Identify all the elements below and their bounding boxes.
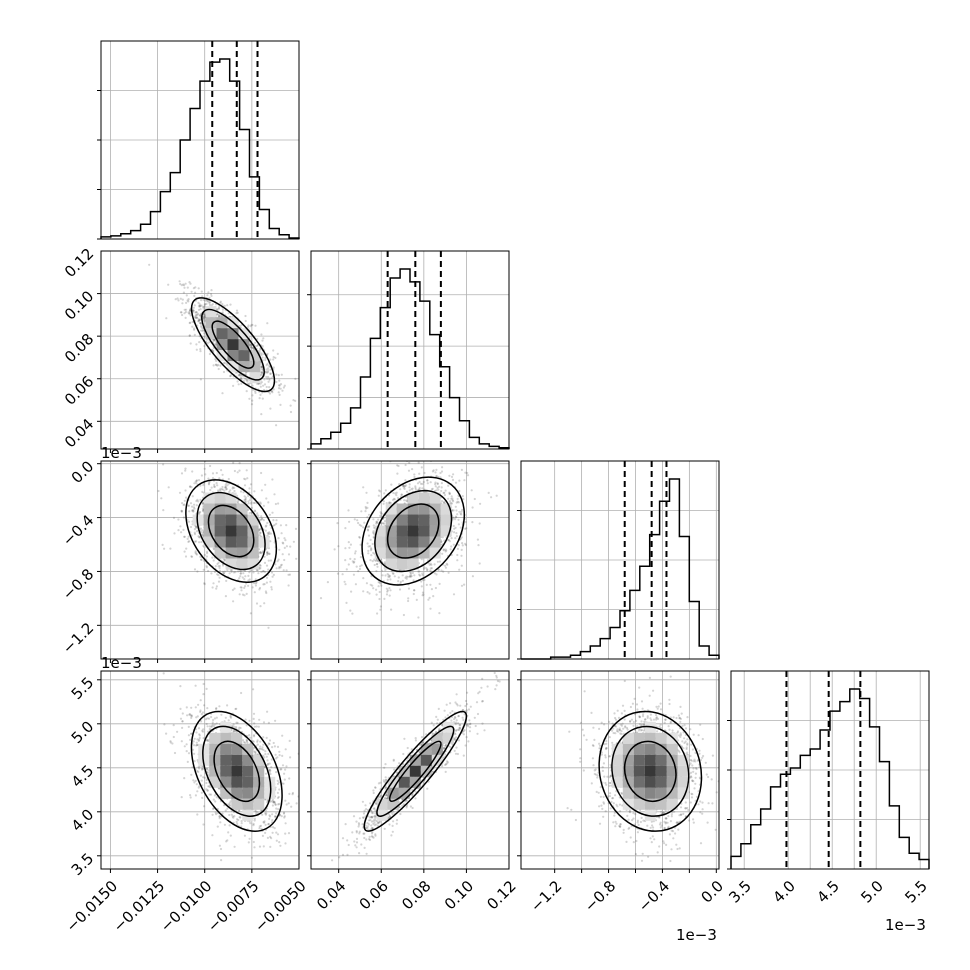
contour-line xyxy=(196,491,266,571)
y-tick-label: 3.5 xyxy=(68,849,98,879)
axis-offset-label: 1e−3 xyxy=(885,916,926,934)
x-tick-label: 0.0 xyxy=(697,877,727,907)
density-area xyxy=(101,671,299,869)
contour-line xyxy=(376,725,455,817)
histogram-step xyxy=(310,268,510,449)
y-tick-label: −0.8 xyxy=(59,565,97,603)
density-area xyxy=(311,461,509,659)
contour-line xyxy=(363,710,468,832)
contour-line xyxy=(374,489,453,573)
contour-line xyxy=(213,740,261,803)
x-tick-label: −0.8 xyxy=(581,877,619,915)
histogram-step xyxy=(521,478,720,660)
density-area xyxy=(521,671,719,869)
panel-frame xyxy=(310,250,510,450)
y-tick-label: −0.4 xyxy=(59,511,97,549)
histogram-step xyxy=(100,58,300,239)
x-tick-label: 0.06 xyxy=(356,877,392,913)
y-tick-label: −1.2 xyxy=(59,619,97,657)
contour-line xyxy=(611,725,690,817)
contour-line xyxy=(598,710,703,832)
contour-line xyxy=(201,308,265,381)
contour-line xyxy=(190,297,276,393)
x-tick-label: 0.08 xyxy=(398,877,434,913)
y-tick-label: 0.08 xyxy=(61,330,97,366)
y-tick-label: 5.5 xyxy=(68,673,98,703)
y-tick-label: 0.10 xyxy=(61,287,97,323)
x-tick-label: 5.0 xyxy=(857,877,887,907)
y-tick-label: 0.06 xyxy=(61,372,97,408)
panel-frame xyxy=(310,460,510,660)
y-tick-label: 4.0 xyxy=(68,805,98,835)
contour-line xyxy=(623,740,677,802)
axis-offset-label: 1e−3 xyxy=(676,926,717,944)
density-area xyxy=(101,461,299,659)
x-tick-label: 3.5 xyxy=(725,877,755,907)
panel-frame xyxy=(100,670,300,870)
panel-frame xyxy=(100,460,300,660)
panel-frame xyxy=(520,670,720,870)
contour-line xyxy=(190,710,283,832)
density-area xyxy=(101,251,299,449)
histogram-panel-0 xyxy=(97,40,300,240)
axis-offset-label: 1e−3 xyxy=(101,654,142,672)
x-tick-label: −0.4 xyxy=(635,877,673,915)
histogram-panel-3 xyxy=(727,670,930,870)
histogram-panel-2 xyxy=(517,460,720,660)
contour-line xyxy=(185,479,278,583)
density-core xyxy=(376,721,454,821)
scatter-panel-1-2 xyxy=(307,460,510,663)
density-area xyxy=(311,671,509,869)
contour-line xyxy=(389,740,442,803)
scatter-panel-0-1 xyxy=(97,250,300,453)
panel-frame xyxy=(310,670,510,870)
y-tick-label: 5.0 xyxy=(68,717,98,747)
x-tick-label: 0.12 xyxy=(483,877,519,913)
contour-line xyxy=(211,320,255,369)
y-tick-label: 0.04 xyxy=(61,415,97,451)
y-tick-label: 4.5 xyxy=(68,761,98,791)
contour-line xyxy=(202,725,272,817)
histogram-panel-1 xyxy=(307,250,510,450)
axis-offset-label: 1e−3 xyxy=(101,444,142,462)
scatter-panel-2-3 xyxy=(517,670,720,873)
x-tick-label: 4.5 xyxy=(813,877,843,907)
x-tick-label: 4.0 xyxy=(769,877,799,907)
x-tick-label: 0.04 xyxy=(313,877,349,913)
density-core xyxy=(374,492,452,570)
density-core xyxy=(611,721,689,821)
contour-line xyxy=(361,476,466,586)
scatter-panel-0-3 xyxy=(97,670,300,873)
panel-frame xyxy=(100,250,300,450)
contour-line xyxy=(386,503,440,559)
y-tick-label: 0.0 xyxy=(68,457,98,487)
contour-line xyxy=(207,504,255,558)
histogram-step xyxy=(730,688,930,869)
x-tick-label: 0.10 xyxy=(441,877,477,913)
x-tick-label: −0.0050 xyxy=(251,877,310,936)
x-tick-label: 5.5 xyxy=(901,877,931,907)
x-tick-label: −1.2 xyxy=(527,877,565,915)
scatter-panel-0-2 xyxy=(97,460,300,663)
scatter-panel-1-3 xyxy=(307,670,510,873)
y-tick-label: 0.12 xyxy=(61,245,97,281)
